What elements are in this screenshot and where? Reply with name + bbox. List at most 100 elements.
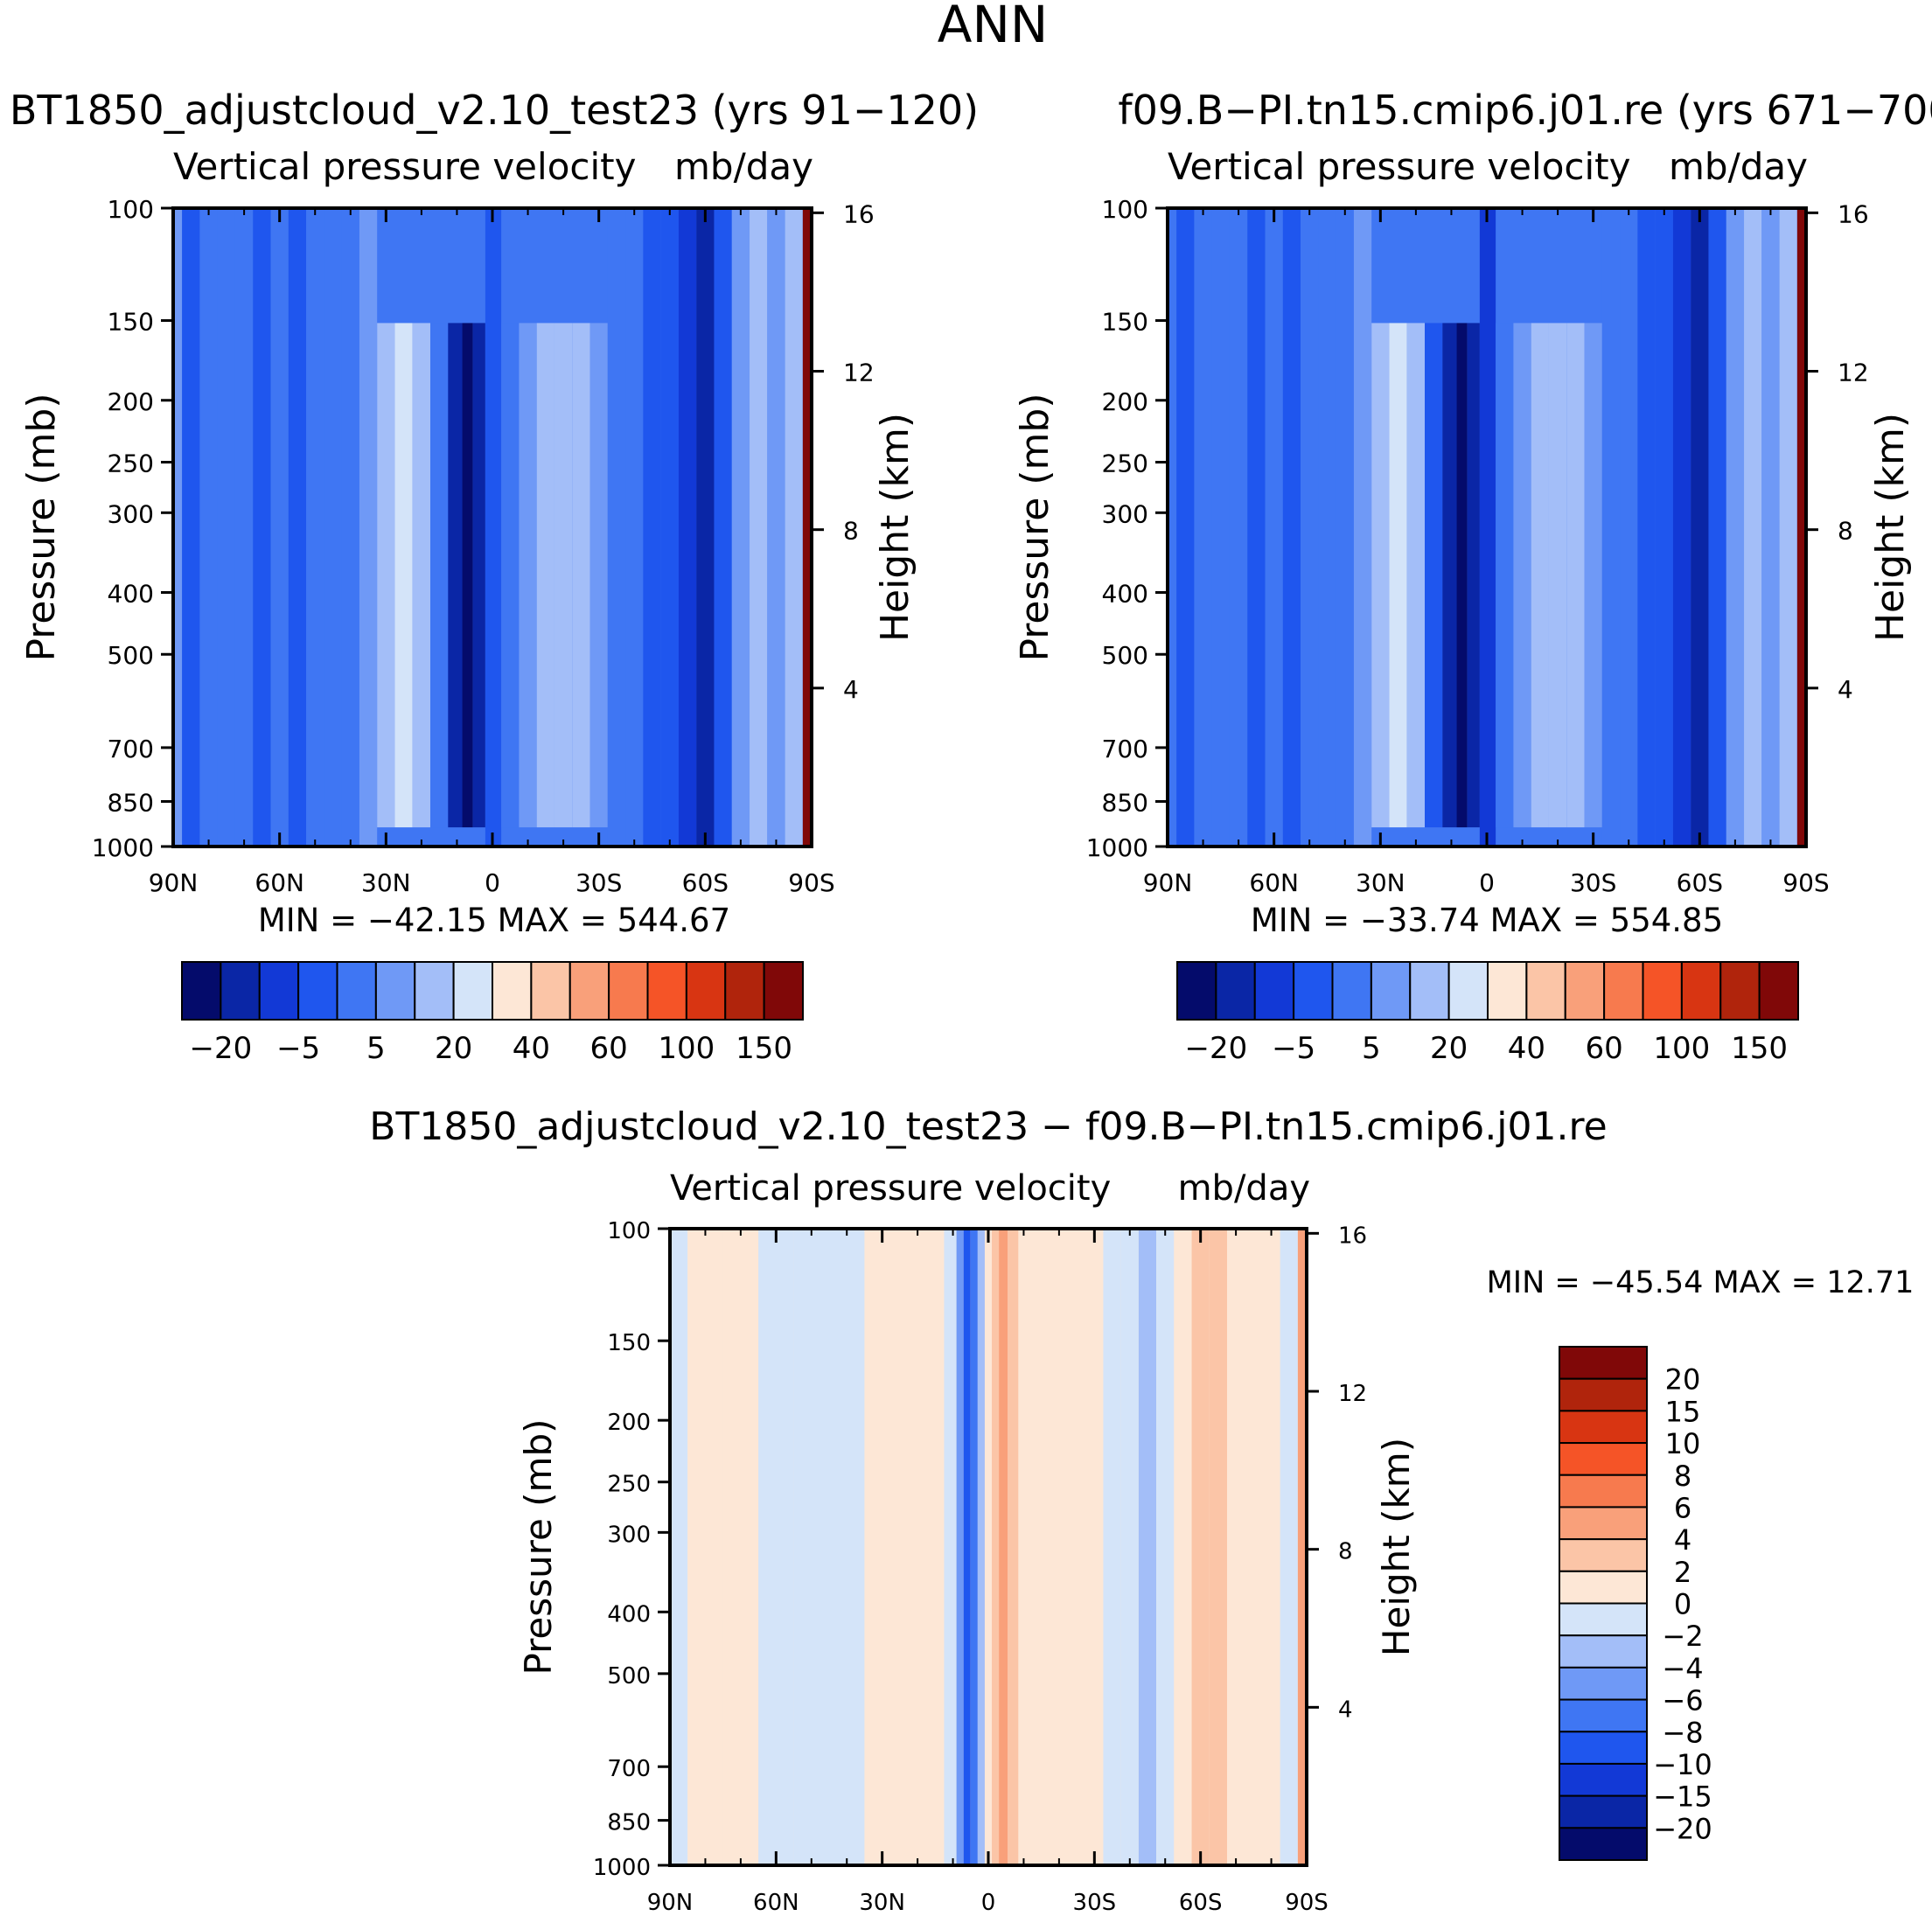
panel-title: f09.B−PI.tn15.cmip6.j01.re (yrs 671−700)	[1118, 87, 1932, 134]
contour-band	[1796, 208, 1806, 847]
colorbar-swatch	[1559, 1410, 1648, 1445]
colorbar-swatch	[1719, 961, 1761, 1021]
colorbar-label: 60	[1585, 1031, 1622, 1066]
contour-band	[1176, 208, 1195, 847]
contour-band	[899, 1229, 927, 1865]
colorbar-swatch	[1559, 1762, 1648, 1797]
contour-band	[341, 208, 359, 847]
contour-band	[1068, 1229, 1086, 1865]
x-tick-label: 90S	[788, 868, 834, 897]
contour-band	[1726, 208, 1745, 847]
contour-band	[1691, 208, 1709, 847]
contour-band	[1425, 323, 1443, 828]
y-tick-label: 250	[108, 449, 154, 477]
contour-band	[519, 323, 537, 828]
contour-band	[1280, 1229, 1298, 1865]
y2-tick-label: 4	[1338, 1697, 1353, 1723]
x-tick-label: 0	[1479, 868, 1495, 897]
colorbar-label: 0	[1674, 1588, 1691, 1621]
x-tick-label: 30S	[1570, 868, 1616, 897]
colorbar-label: 2	[1674, 1556, 1691, 1589]
contour-band	[217, 208, 235, 847]
contour-band	[1174, 1229, 1192, 1865]
contour-band	[1371, 323, 1390, 828]
x-tick-label: 60N	[1249, 868, 1299, 897]
panel-subtitle: Vertical pressure velocity	[670, 1168, 1111, 1209]
y2-tick-label: 8	[843, 517, 859, 546]
x-tick-label: 30N	[1356, 868, 1405, 897]
contour-band	[1247, 208, 1266, 847]
x-tick-label: 30S	[1073, 1890, 1117, 1916]
y-tick-label: 400	[108, 580, 154, 609]
y-tick-label: 100	[1102, 195, 1148, 224]
colorbar-swatch	[1331, 961, 1372, 1021]
contour-band	[1672, 208, 1691, 847]
y-tick-label: 700	[1102, 735, 1148, 763]
y-tick-label: 1000	[593, 1855, 651, 1881]
panel-3: BT1850_adjustcloud_v2.10_test23 − f09.B−…	[369, 1104, 1914, 1916]
x-tick-label: 60S	[1677, 868, 1723, 897]
contour-band	[199, 208, 218, 847]
y-tick-label: 100	[108, 195, 154, 224]
panel-units: mb/day	[674, 145, 813, 188]
contour-band	[678, 208, 697, 847]
y-tick-label: 300	[1102, 499, 1148, 528]
panel-units: mb/day	[1669, 145, 1808, 188]
colorbar-swatch	[1559, 1698, 1648, 1733]
contour-band	[1103, 1229, 1121, 1865]
contour-band	[1008, 1229, 1019, 1865]
colorbar-label: −4	[1662, 1652, 1703, 1685]
y-tick-label: 500	[108, 641, 154, 670]
contour-band	[394, 323, 413, 828]
contour-band	[485, 208, 502, 847]
panel-subtitle: Vertical pressure velocity	[1168, 145, 1630, 188]
contour-band	[359, 208, 378, 847]
contour-band	[1211, 208, 1230, 847]
colorbar-swatch	[1559, 1666, 1648, 1701]
y2-axis-label: Height (km)	[1375, 1438, 1418, 1656]
y-tick-label: 250	[607, 1472, 651, 1498]
colorbar-label: 60	[589, 1031, 627, 1066]
contour-band	[1761, 208, 1780, 847]
contour-band	[660, 208, 679, 847]
min-max-stats: MIN = −33.74 MAX = 554.85	[1251, 902, 1723, 939]
contour-band	[554, 323, 573, 828]
contour-band	[1265, 208, 1283, 847]
contour-band	[999, 1229, 1008, 1865]
contour-band	[324, 208, 342, 847]
y-tick-label: 200	[1102, 387, 1148, 416]
y2-tick-label: 12	[1338, 1381, 1367, 1407]
contour-band	[793, 1229, 829, 1865]
contour-band	[1531, 323, 1549, 828]
contour-band	[1779, 208, 1797, 847]
contour-band	[572, 323, 590, 828]
x-tick-label: 60S	[682, 868, 729, 897]
contour-band	[767, 208, 785, 847]
colorbar-swatch	[1559, 1474, 1648, 1508]
contour-band	[1227, 1229, 1245, 1865]
contour-band	[182, 208, 200, 847]
colorbar-swatch	[1253, 961, 1295, 1021]
colorbar-label: −5	[276, 1031, 320, 1066]
colorbar-swatch	[336, 961, 377, 1021]
contour-band	[926, 1229, 945, 1865]
y2-tick-label: 16	[1338, 1223, 1367, 1249]
colorbar-swatch	[1642, 961, 1683, 1021]
contour-band	[1191, 1229, 1210, 1865]
contour-band	[1637, 208, 1656, 847]
x-tick-label: 90N	[1143, 868, 1193, 897]
contour-band	[1513, 323, 1531, 828]
colorbar-label: 4	[1674, 1523, 1691, 1557]
contour-band	[1601, 208, 1621, 847]
panel-title: BT1850_adjustcloud_v2.10_test23 − f09.B−…	[369, 1104, 1607, 1149]
colorbar-label: 20	[1430, 1031, 1468, 1066]
y2-tick-label: 4	[843, 675, 859, 704]
contour-band	[643, 208, 661, 847]
y-tick-label: 400	[607, 1601, 651, 1627]
contour-band	[1496, 323, 1514, 828]
contour-band	[462, 323, 473, 828]
colorbar-swatch	[258, 961, 300, 1021]
contour-band	[1456, 323, 1468, 828]
colorbar-swatch	[1559, 1538, 1648, 1572]
